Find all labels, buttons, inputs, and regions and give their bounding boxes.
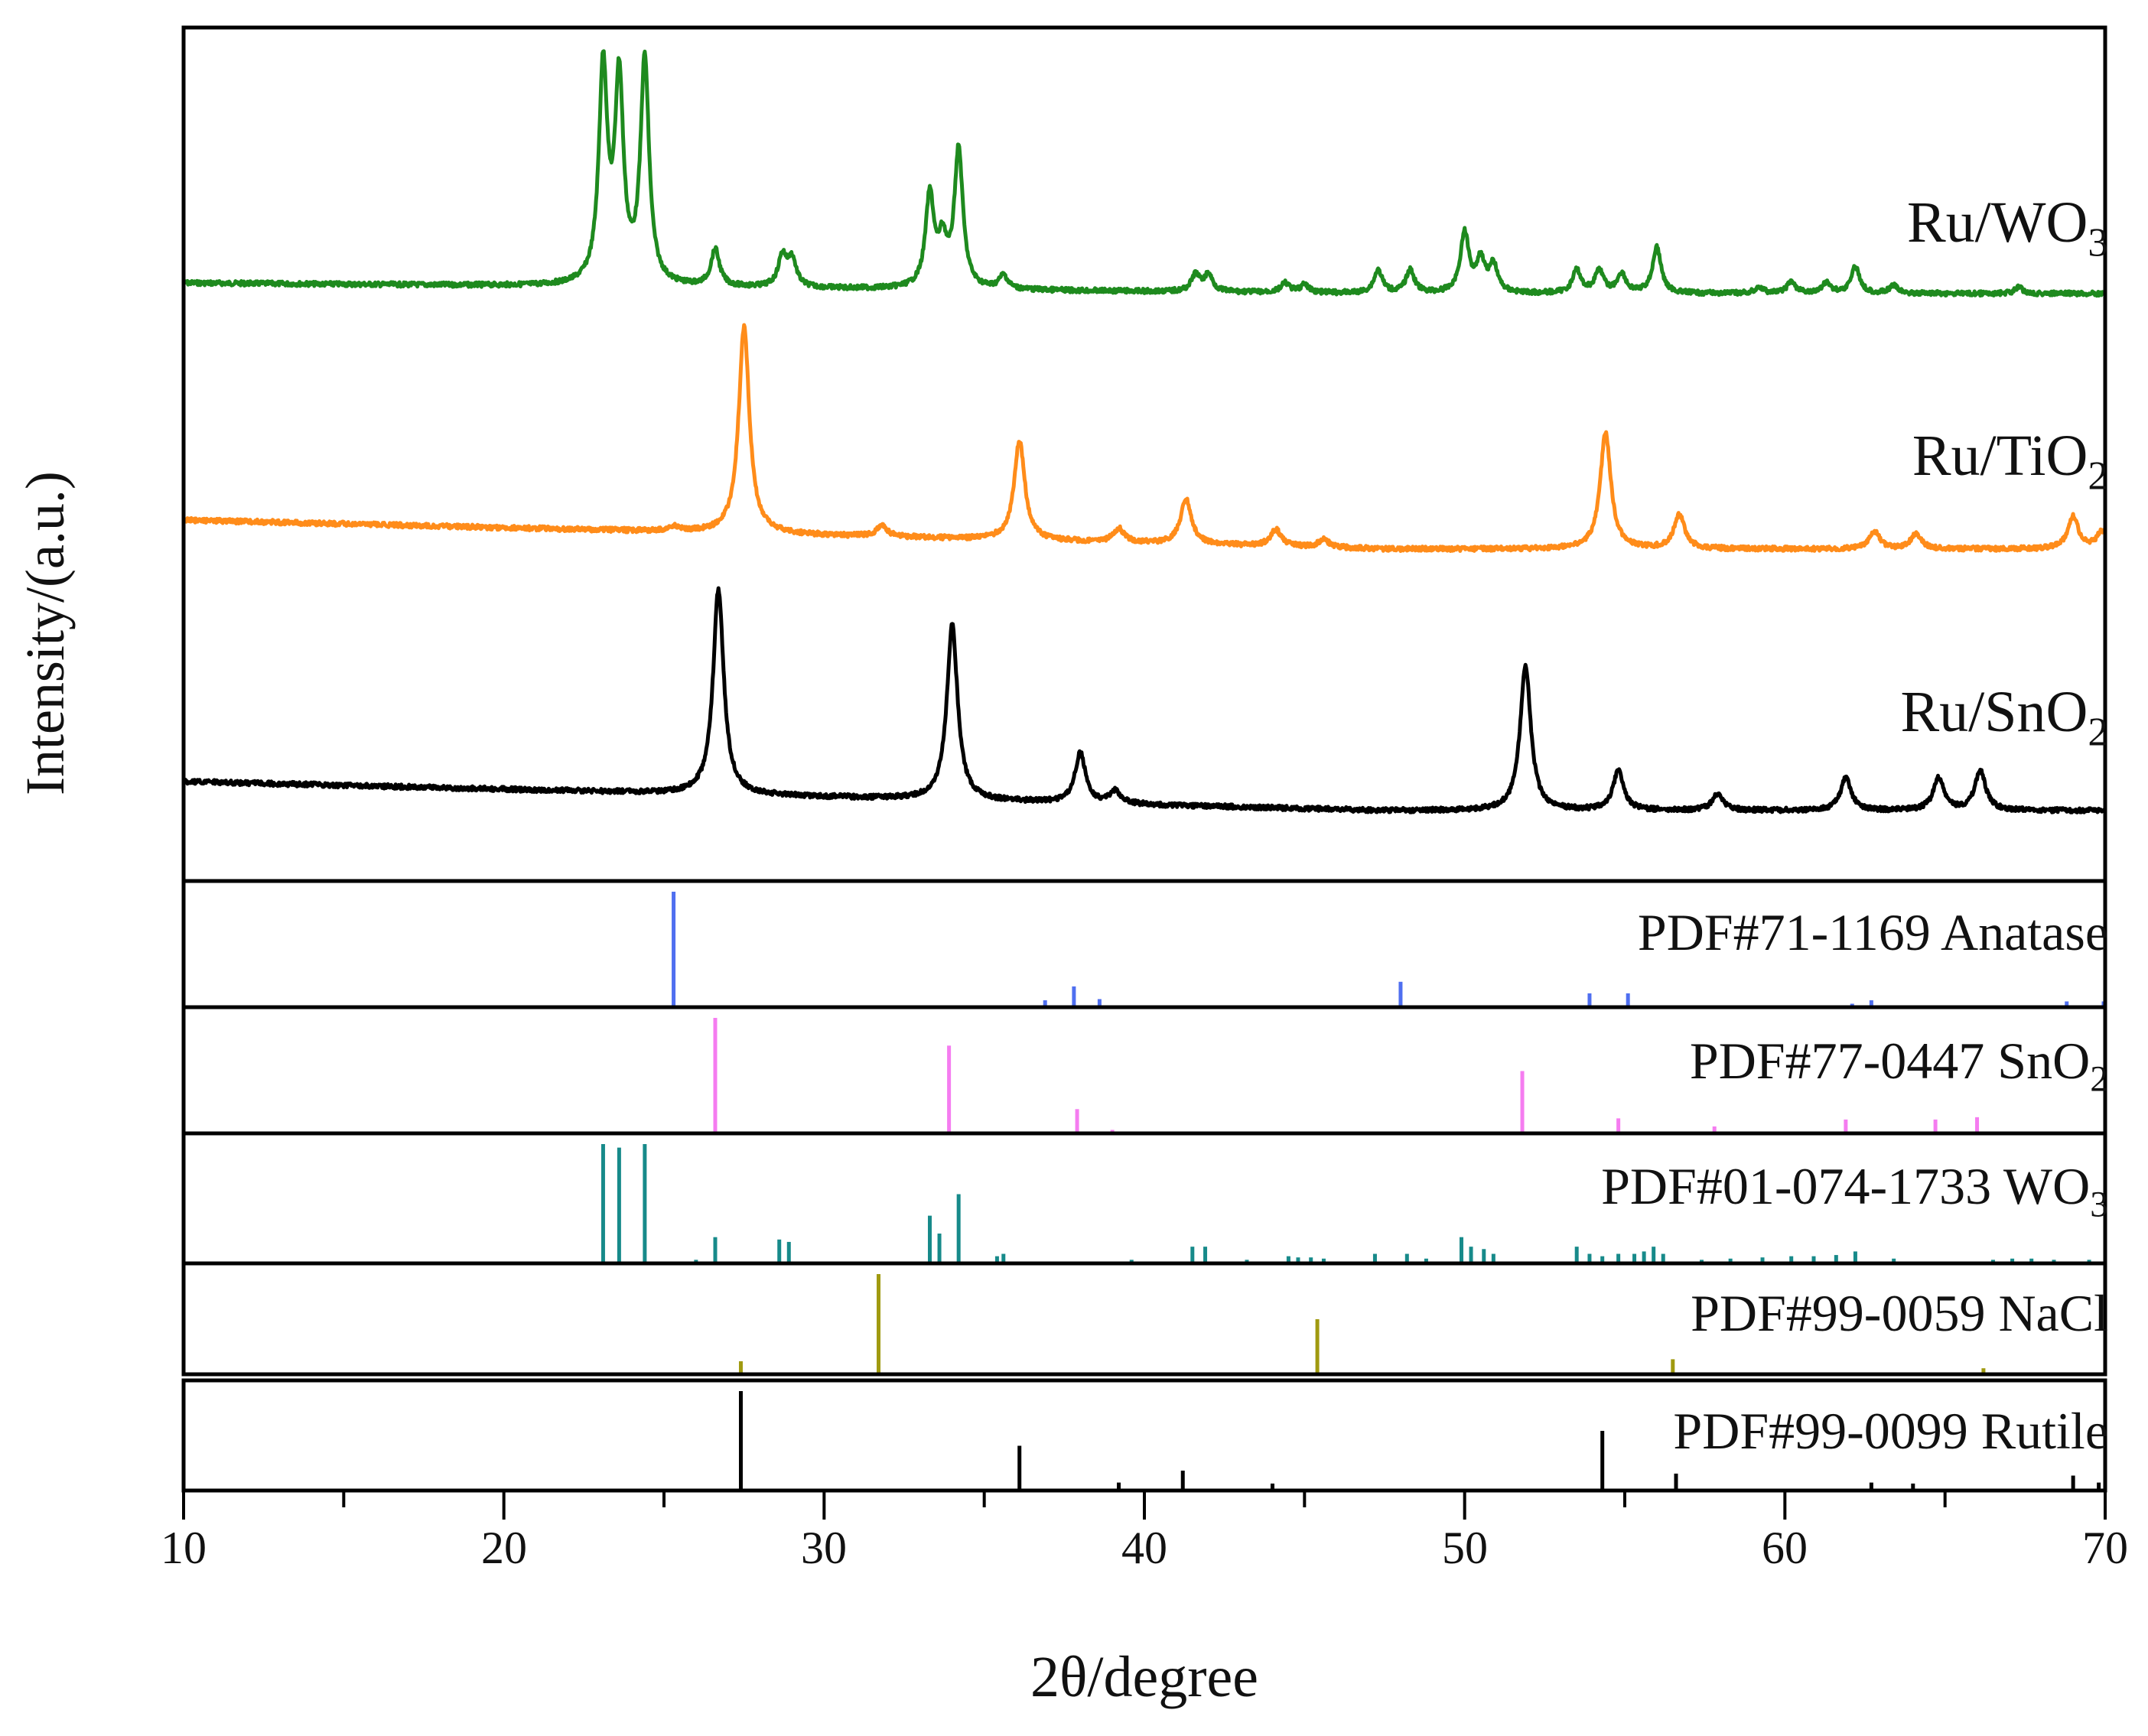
- reference-panel-frame: [181, 1261, 2107, 1377]
- x-tick-label-20: 20: [481, 1523, 527, 1573]
- label-ref-rutile: PDF#99-0099 Rutile: [1673, 1402, 2108, 1460]
- label-ref-sno2: PDF#77-0447 SnO2: [1689, 1032, 2108, 1100]
- label-ru-sno2: Ru/SnO2: [1900, 680, 2108, 755]
- sample-traces: [182, 49, 2107, 814]
- trace-ru-tio2: [182, 323, 2107, 553]
- x-axis-label: 2θ/degree: [1030, 1645, 1259, 1709]
- sample-panel-frame: [181, 25, 2107, 883]
- label-ru-wo3: Ru/WO3: [1906, 190, 2108, 265]
- x-tick-label-10: 10: [161, 1523, 207, 1573]
- label-ref-anatase: PDF#71-1169 Anatase: [1637, 903, 2108, 961]
- y-axis-label: Intensity/(a.u.): [15, 471, 76, 795]
- trace-ru-wo3: [182, 49, 2107, 298]
- label-ref-wo3: PDF#01-074-1733 WO3: [1601, 1157, 2108, 1225]
- label-ru-tio2: Ru/TiO2: [1912, 424, 2108, 499]
- panel-frames: [181, 25, 2107, 1493]
- reference-sticks: [600, 892, 2106, 1491]
- x-tick-label-60: 60: [1762, 1523, 1808, 1573]
- x-tick-label-70: 70: [2082, 1523, 2128, 1573]
- x-tick-label-50: 50: [1442, 1523, 1488, 1573]
- x-axis-ticks: [182, 1491, 2107, 1520]
- trace-ru-sno2: [182, 586, 2107, 814]
- x-tick-label-30: 30: [801, 1523, 847, 1573]
- x-tick-label-40: 40: [1121, 1523, 1167, 1573]
- label-ref-nacl: PDF#99-0059 NaCl: [1691, 1284, 2108, 1342]
